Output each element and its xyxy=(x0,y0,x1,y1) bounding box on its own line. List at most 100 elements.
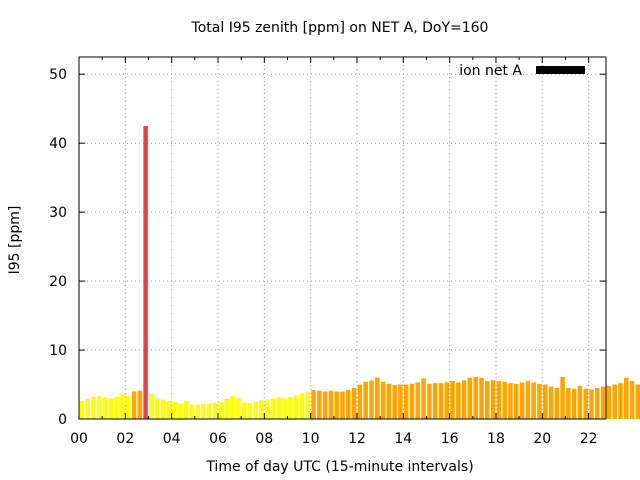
bar xyxy=(386,383,392,419)
bar xyxy=(566,387,571,419)
bar xyxy=(357,384,363,419)
bar xyxy=(241,402,247,419)
x-tick-label: 12 xyxy=(348,431,366,447)
y-tick-label: 30 xyxy=(49,205,67,221)
bar xyxy=(212,403,218,419)
bar xyxy=(444,382,449,419)
x-axis-ticks: 00 02 04 06 08 10 12 14 16 18 20 22 xyxy=(70,57,598,447)
x-axis-label: Time of day UTC (15-minute intervals) xyxy=(205,459,473,475)
bar xyxy=(589,389,594,419)
bar xyxy=(79,401,85,419)
bar xyxy=(606,385,612,419)
bar xyxy=(149,393,154,419)
bar xyxy=(224,399,229,419)
bar xyxy=(125,396,131,419)
x-tick-label: 06 xyxy=(209,431,227,447)
bar xyxy=(380,381,386,419)
bar xyxy=(502,381,507,419)
legend-label: ion net A xyxy=(459,63,522,79)
bar xyxy=(392,385,397,419)
bar xyxy=(618,383,623,419)
bar xyxy=(450,381,455,419)
x-tick-label: 00 xyxy=(70,431,88,447)
bar xyxy=(288,396,293,419)
bar xyxy=(542,384,548,419)
bar xyxy=(346,390,351,419)
x-tick-label: 16 xyxy=(441,431,459,447)
bar xyxy=(595,387,600,419)
bar xyxy=(398,384,403,419)
bar xyxy=(137,390,143,419)
bar xyxy=(548,386,554,419)
plot-border xyxy=(78,56,607,420)
y-axis-label: I95 [ppm] xyxy=(7,206,23,275)
x-tick-label: 08 xyxy=(255,431,273,447)
bar xyxy=(583,388,588,419)
bar xyxy=(485,381,490,419)
bar xyxy=(259,400,264,419)
bar xyxy=(496,381,502,419)
bar xyxy=(276,397,282,419)
bar xyxy=(207,403,212,419)
bar xyxy=(102,397,108,419)
bar xyxy=(415,382,421,419)
bar xyxy=(531,382,536,419)
bar xyxy=(270,398,276,419)
bar xyxy=(317,390,322,419)
bar xyxy=(525,381,531,419)
bar xyxy=(374,377,380,419)
bar xyxy=(432,383,438,419)
bar xyxy=(612,384,617,419)
bar xyxy=(624,377,629,419)
bars xyxy=(79,125,640,419)
bar xyxy=(427,383,432,419)
bar xyxy=(467,377,473,419)
bar xyxy=(456,382,461,419)
bar xyxy=(85,399,90,419)
bar xyxy=(369,380,374,419)
bar xyxy=(97,396,102,419)
y-tick-label: 50 xyxy=(49,67,67,83)
bar xyxy=(305,392,311,419)
bar xyxy=(340,391,345,419)
bar xyxy=(299,393,305,419)
bar xyxy=(264,399,270,419)
bar xyxy=(328,390,334,419)
bar xyxy=(195,404,200,419)
bar xyxy=(189,404,195,419)
x-tick-label: 20 xyxy=(533,431,551,447)
bar xyxy=(438,383,444,419)
bar xyxy=(421,378,426,419)
bar xyxy=(334,391,339,419)
bar xyxy=(247,403,253,419)
y-tick-label: 20 xyxy=(49,274,67,290)
y-tick-label: 40 xyxy=(49,136,67,152)
bar xyxy=(513,383,519,419)
bar xyxy=(91,396,96,419)
x-tick-label: 02 xyxy=(116,431,134,447)
bar xyxy=(629,381,635,419)
bar xyxy=(311,390,316,419)
bar xyxy=(108,398,114,419)
bar xyxy=(201,403,206,419)
bar xyxy=(490,380,496,419)
bar xyxy=(166,401,172,419)
bar xyxy=(560,376,565,419)
bar xyxy=(363,381,368,419)
bar xyxy=(183,401,189,419)
bar xyxy=(600,386,606,419)
legend: ion net A xyxy=(459,63,585,79)
bar xyxy=(403,384,409,419)
bar xyxy=(461,380,467,419)
bar xyxy=(519,382,525,419)
y-tick-label: 0 xyxy=(58,412,67,428)
x-tick-label: 04 xyxy=(163,431,181,447)
bar xyxy=(351,387,357,419)
bar xyxy=(635,384,640,419)
bar xyxy=(293,395,299,419)
bar xyxy=(114,396,119,419)
bar xyxy=(218,401,224,419)
bar xyxy=(409,383,415,419)
bar xyxy=(479,377,484,419)
